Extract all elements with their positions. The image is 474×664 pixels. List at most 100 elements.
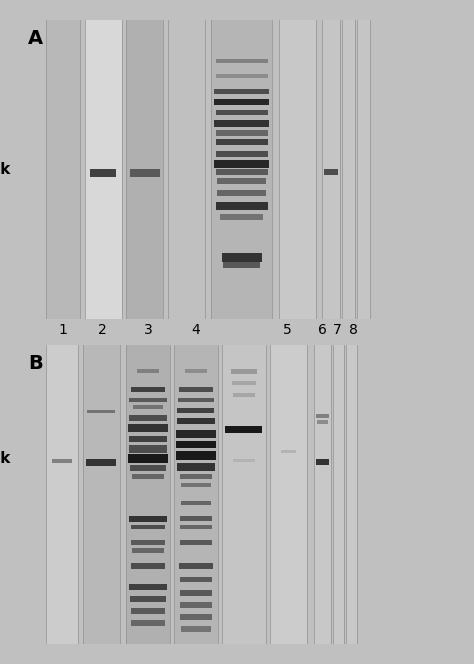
Bar [185,369,207,373]
Bar [181,501,211,505]
Bar [270,345,307,644]
Bar [130,525,165,529]
Bar [176,441,216,448]
Bar [180,539,212,545]
Bar [126,345,170,644]
Bar [129,446,166,453]
Bar [86,459,116,466]
Bar [214,88,269,94]
Bar [128,454,168,463]
Bar [129,584,166,590]
Bar [130,387,165,392]
Bar [216,202,268,210]
Bar [317,420,328,424]
Bar [217,190,266,197]
Bar [180,525,212,529]
Bar [52,459,72,463]
Bar [211,20,272,319]
Bar [174,345,218,644]
Bar [179,387,213,392]
Text: A: A [28,29,43,48]
Bar [131,620,165,626]
Text: 5: 5 [283,323,292,337]
Bar [316,459,329,465]
Bar [132,548,164,553]
Text: 35k: 35k [0,162,10,177]
Text: 1: 1 [58,323,67,337]
Bar [342,20,355,319]
Text: 7: 7 [333,323,342,337]
Bar [133,405,163,408]
Text: B: B [28,355,43,373]
Bar [130,169,160,177]
Bar [214,99,269,105]
Bar [176,452,216,460]
Bar [137,369,159,373]
Bar [129,416,166,421]
Bar [216,169,268,175]
Bar [314,345,331,644]
Bar [130,539,165,546]
Bar [216,130,268,136]
Bar [130,596,166,602]
Bar [316,414,328,418]
Bar [177,408,214,414]
Bar [216,110,268,115]
Bar [220,214,263,220]
Bar [232,381,256,384]
Text: 2: 2 [98,323,107,337]
Bar [180,614,212,620]
Bar [333,345,344,644]
Bar [214,160,269,168]
Bar [46,20,81,319]
Bar [226,426,263,434]
Bar [216,59,268,63]
Bar [181,626,211,632]
Bar [181,483,211,487]
Bar [346,345,357,644]
Bar [231,369,257,374]
Bar [216,139,268,145]
Bar [82,345,119,644]
Bar [216,74,268,78]
Bar [87,410,115,413]
Bar [46,345,78,644]
Bar [180,515,212,521]
Bar [128,424,168,432]
Bar [214,120,269,127]
Text: 6: 6 [318,323,327,337]
Bar [279,20,316,319]
Bar [216,151,268,157]
Bar [222,345,266,644]
Bar [129,436,167,442]
Bar [130,608,165,614]
Text: 8: 8 [348,323,357,337]
Bar [129,398,166,402]
Bar [233,459,255,462]
Text: 4: 4 [191,323,201,337]
Bar [126,20,163,319]
Bar [222,253,262,262]
Bar [91,169,116,177]
Bar [179,563,213,569]
Bar [130,465,166,471]
Bar [178,398,214,402]
Bar [132,474,164,479]
Bar [180,577,212,582]
Text: 3: 3 [144,323,152,337]
Bar [324,169,338,175]
Bar [180,602,212,608]
Bar [281,450,296,453]
Bar [168,20,205,319]
Bar [180,590,212,596]
Bar [85,20,122,319]
Bar [130,563,165,570]
Bar [176,430,216,438]
Bar [357,20,370,319]
Bar [223,262,260,268]
Bar [129,515,166,522]
Bar [180,474,212,479]
Bar [177,463,215,471]
Bar [217,179,266,184]
Bar [233,393,255,396]
